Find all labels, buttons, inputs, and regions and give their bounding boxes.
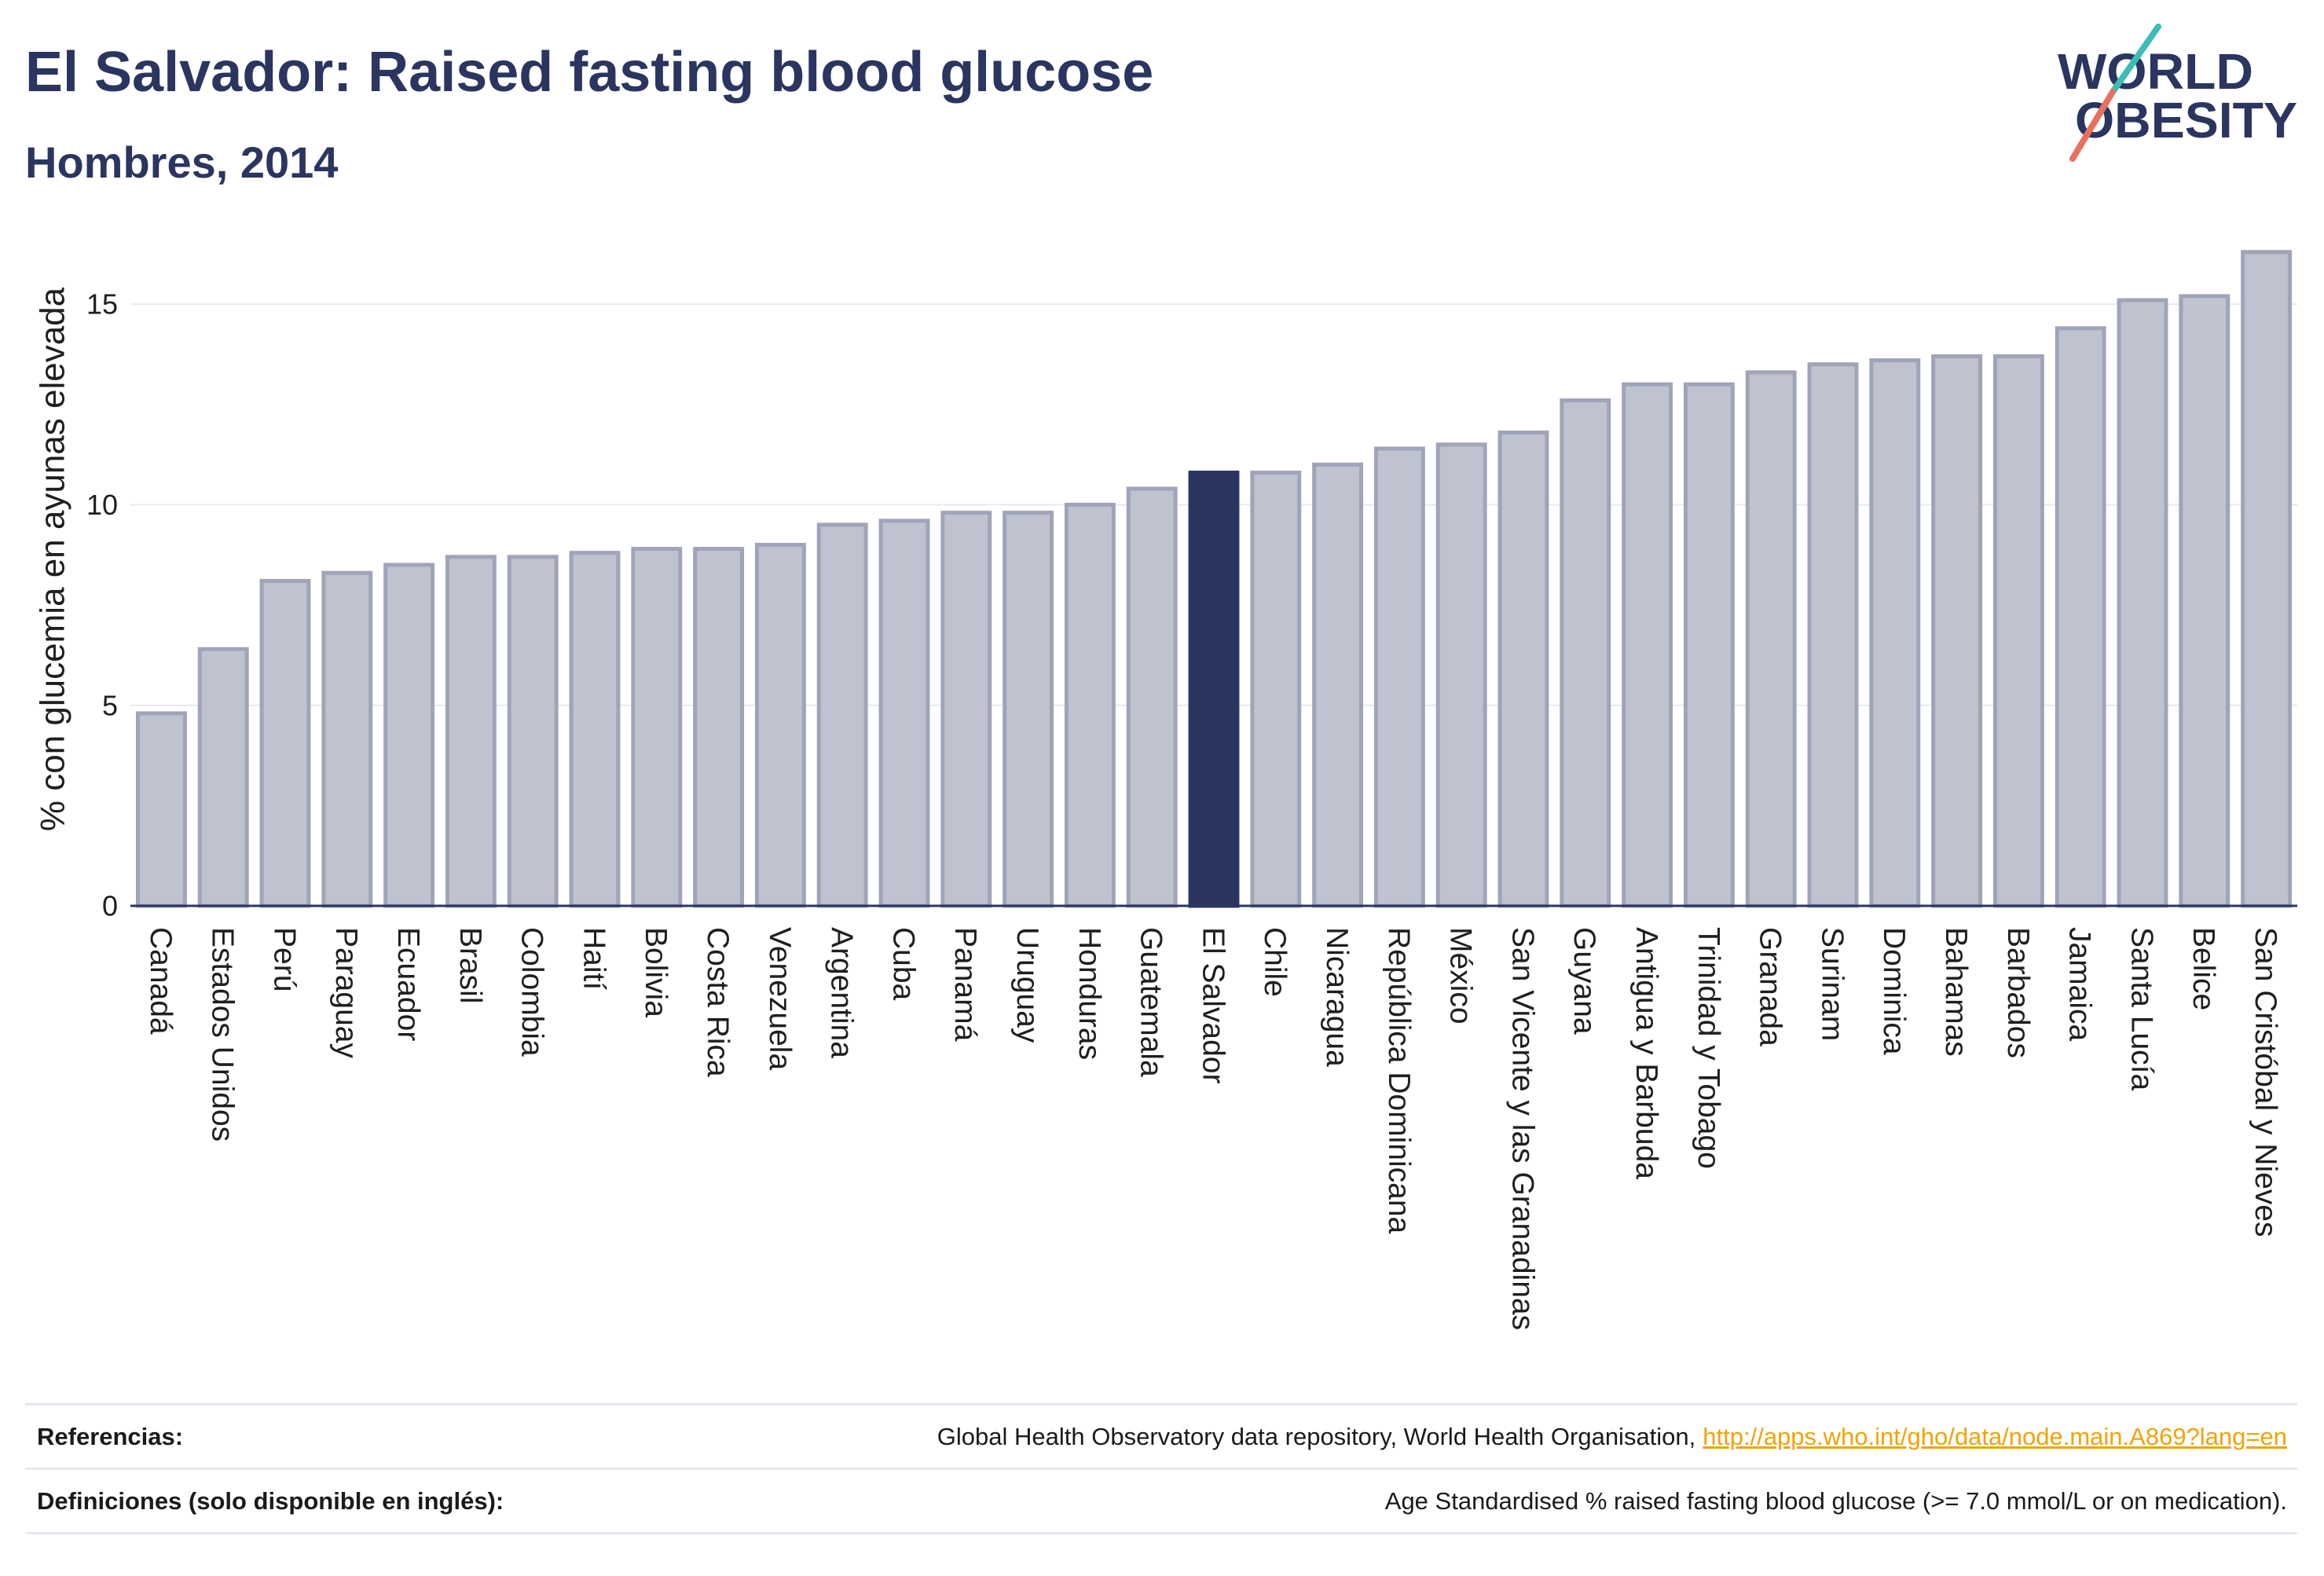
bar	[2179, 294, 2231, 908]
x-tick-label: Argentina	[825, 927, 859, 1058]
x-tick-label: San Cristóbal y Nieves	[2249, 927, 2282, 1237]
bar	[2241, 250, 2293, 908]
x-tick-label: Costa Rica	[701, 927, 735, 1077]
logo-line-1: WORLD	[2058, 43, 2253, 100]
bar	[445, 555, 497, 908]
x-tick-label: México	[1444, 927, 1478, 1024]
bar	[197, 647, 249, 908]
x-tick-label: Surinam	[1815, 927, 1849, 1041]
x-tick-label: Honduras	[1072, 927, 1106, 1060]
bar	[507, 555, 559, 908]
bar	[1250, 471, 1302, 908]
bar	[1497, 431, 1549, 908]
references-link[interactable]: http://apps.who.int/gho/data/node.main.A…	[1703, 1422, 2287, 1450]
bar	[940, 511, 992, 908]
bar	[1373, 446, 1425, 908]
bar	[1560, 398, 1611, 908]
x-tick-label: Nicaragua	[1320, 927, 1354, 1067]
y-axis-title: % con glucemia en ayunas elevada	[33, 287, 71, 831]
x-tick-label: Perú	[267, 927, 301, 991]
bar	[631, 547, 683, 908]
bar	[693, 547, 745, 908]
bar	[321, 570, 373, 908]
references-label: Referencias:	[37, 1422, 184, 1450]
bar-highlighted	[1188, 471, 1240, 908]
x-tick-label: Haití	[577, 927, 610, 990]
x-tick-label: Brasil	[453, 927, 487, 1004]
bar	[816, 522, 868, 908]
bar	[259, 578, 311, 908]
definitions-label: Definiciones (solo disponible en inglés)…	[37, 1486, 504, 1515]
world-obesity-logo: WORLD OBESITY	[2058, 24, 2297, 162]
x-tick-label: Jamaica	[2063, 927, 2097, 1042]
x-tick-label: Guatemala	[1135, 927, 1168, 1077]
x-tick-label: Belice	[2187, 927, 2220, 1010]
bar	[1869, 358, 1921, 908]
x-tick-label: Guyana	[1567, 927, 1601, 1035]
bar	[754, 542, 806, 908]
x-tick-label: Barbados	[2001, 927, 2035, 1058]
x-tick-label: Panamá	[948, 927, 982, 1042]
x-tick-label: Venezuela	[763, 927, 797, 1070]
references-source: Global Health Observatory data repositor…	[937, 1423, 2287, 1451]
x-tick-label: Bolivia	[639, 927, 673, 1017]
x-tick-label: Chile	[1258, 927, 1292, 997]
chart-canvas: WORLD OBESITY 0 5 10 15 Canadá Estados Unido…	[33, 24, 2297, 1330]
logo-line-2: OBESITY	[2075, 92, 2297, 148]
chart-subtitle: Hombres, 2014	[25, 137, 339, 187]
y-tick-label: 15	[86, 288, 118, 321]
x-tick-label: Santa Lucía	[2124, 927, 2158, 1090]
y-tick-label: 5	[102, 689, 118, 721]
bar	[135, 711, 187, 908]
definitions-row: Definiciones (solo disponible en inglés)…	[25, 1470, 2297, 1534]
bar	[1931, 354, 1983, 908]
x-tick-label: Cuba	[886, 927, 920, 1001]
bar	[878, 519, 930, 908]
y-tick-label: 10	[86, 489, 118, 521]
bar	[569, 551, 621, 908]
bar	[1126, 486, 1178, 908]
bar	[1807, 362, 1859, 908]
references-text: Global Health Observatory data repositor…	[937, 1422, 1696, 1450]
x-tick-label: Ecuador	[391, 927, 425, 1041]
footer: Referencias: Global Health Observatory d…	[25, 1403, 2297, 1534]
x-tick-label: Dominica	[1877, 927, 1911, 1055]
bar	[1745, 370, 1797, 908]
bar	[383, 563, 435, 908]
x-tick-label: República Dominicana	[1382, 927, 1416, 1234]
x-tick-label: Canadá	[144, 927, 178, 1035]
bars	[130, 250, 2297, 908]
bar	[1992, 354, 2044, 908]
bar	[1003, 511, 1054, 908]
x-tick-label: Antigua y Barbuda	[1629, 927, 1663, 1179]
references-row: Referencias: Global Health Observatory d…	[25, 1406, 2297, 1470]
y-tick-label: 0	[102, 890, 118, 922]
logo-slash-coral	[2069, 89, 2116, 162]
x-tick-label: San Vicente y las Granadinas	[1505, 927, 1539, 1330]
x-tick-label: Estados Unidos	[206, 927, 240, 1142]
definitions-text: Age Standardised % raised fasting blood …	[1384, 1486, 2287, 1515]
bar	[1435, 442, 1487, 908]
x-tick-label: Paraguay	[329, 927, 363, 1058]
bar	[1312, 462, 1364, 908]
bar	[1064, 502, 1116, 908]
x-tick-label: Bahamas	[1939, 927, 1973, 1057]
bar	[1622, 382, 1673, 908]
x-tick-label: Colombia	[515, 927, 549, 1057]
x-axis-ticks: Canadá Estados Unidos Perú Paraguay Ecuador B…	[144, 927, 2282, 1330]
x-tick-label: Trinidad y Tobago	[1692, 927, 1725, 1169]
x-tick-label: El Salvador	[1196, 927, 1230, 1083]
x-tick-label: Granada	[1754, 927, 1787, 1046]
bar	[2055, 326, 2106, 908]
bar	[2117, 298, 2168, 908]
logo-slash-teal	[2110, 24, 2161, 95]
chart-title: El Salvador: Raised fasting blood glucos…	[25, 41, 1154, 104]
bar	[1683, 382, 1735, 908]
x-tick-label: Uruguay	[1010, 927, 1044, 1043]
y-axis-ticks: 0 5 10 15	[86, 288, 118, 922]
